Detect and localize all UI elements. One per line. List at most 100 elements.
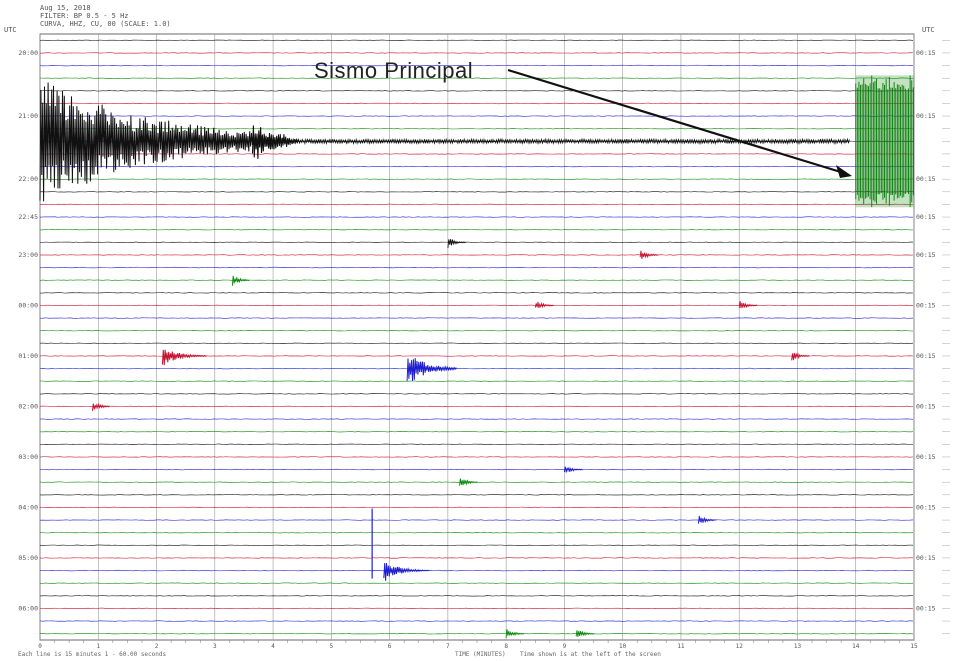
trace-line <box>39 620 914 622</box>
trace-line <box>39 380 914 382</box>
right-time-label: 00:15 <box>916 49 936 57</box>
seismic-event <box>639 250 659 259</box>
x-tick-label: 14 <box>852 643 860 650</box>
right-time-label: 00:15 <box>916 503 936 511</box>
trace-line <box>39 279 914 281</box>
trace-line <box>40 178 914 180</box>
header-station: CURVA, HHZ, CU, 00 (SCALE: 1.0) <box>40 20 171 28</box>
right-time-label: 00:15 <box>916 453 936 461</box>
plot-frame <box>39 33 915 641</box>
right-time-label: 00:15 <box>916 251 936 259</box>
trace-line <box>39 39 914 41</box>
annotation-label: Sismo Principal <box>314 58 474 83</box>
right-time-label: 00:15 <box>916 352 936 360</box>
trace-line <box>40 254 914 256</box>
trace-line <box>39 330 914 332</box>
trace-line <box>39 569 914 572</box>
trace-line <box>39 405 914 408</box>
seismic-event <box>563 466 583 473</box>
trace-line <box>39 266 914 269</box>
trace-line <box>39 216 914 218</box>
trace-line <box>39 90 914 92</box>
seismic-event <box>39 82 291 202</box>
left-time-label: 23:00 <box>18 251 38 259</box>
left-time-label: 00:00 <box>18 301 38 309</box>
right-axis-title: UTC <box>922 26 935 34</box>
x-tick-label: 13 <box>794 643 802 650</box>
left-time-label: 01:00 <box>18 352 38 360</box>
left-time-label: 04:00 <box>18 503 38 511</box>
left-time-label: 20:00 <box>18 49 38 57</box>
trace-line <box>39 304 914 307</box>
seismic-event <box>161 349 207 366</box>
x-tick-label: 0 <box>38 643 42 650</box>
seismic-event <box>697 515 717 524</box>
seismic-event <box>459 478 478 486</box>
left-time-label: 02:00 <box>18 402 38 410</box>
footer-right-text: Time shown is at the left of the screen <box>520 651 661 658</box>
trace-line <box>39 633 914 635</box>
trace-line <box>39 64 913 67</box>
trace-line <box>39 102 914 105</box>
trace-line <box>39 431 914 433</box>
seismic-event <box>447 239 467 249</box>
trace-line <box>39 519 914 521</box>
left-time-label: 22:00 <box>18 175 38 183</box>
trace-line <box>39 165 914 168</box>
x-tick-label: 1 <box>96 643 100 650</box>
footer-left-text: Each line is 15 minutes 1 - 60.00 second… <box>18 651 167 658</box>
x-tick-label: 12 <box>736 643 744 650</box>
x-tick-label: 7 <box>446 643 450 650</box>
x-tick-label: 3 <box>213 643 217 650</box>
trace-line <box>39 342 914 344</box>
x-tick-label: 5 <box>330 643 334 650</box>
left-time-label: 06:00 <box>18 604 38 612</box>
trace-line <box>39 393 914 395</box>
trace-line <box>39 292 914 294</box>
trace-line <box>39 443 914 445</box>
trace-line <box>39 203 913 206</box>
annotation-arrow-head <box>836 165 852 178</box>
trace-line <box>39 468 914 471</box>
trace-line <box>39 128 914 130</box>
trace-line <box>39 456 914 458</box>
header-filter: FILTER: BP 0.5 - 5 Hz <box>40 12 129 20</box>
right-time-label: 00:15 <box>916 175 936 183</box>
seismic-event <box>406 358 457 381</box>
seismic-event <box>505 629 525 638</box>
footer-center-text: TIME (MINUTES) <box>455 651 506 658</box>
left-time-label: 05:00 <box>18 554 38 562</box>
x-tick-label: 15 <box>910 643 918 650</box>
x-tick-label: 11 <box>677 643 685 650</box>
x-tick-label: 2 <box>155 643 159 650</box>
x-tick-label: 10 <box>619 643 627 650</box>
trace-line <box>39 557 914 559</box>
trace-line <box>39 544 914 546</box>
seismic-event <box>231 275 250 286</box>
header-block: Aug 15, 2018 FILTER: BP 0.5 - 5 Hz CURVA… <box>40 4 171 28</box>
seismic-event <box>290 137 850 146</box>
trace-line <box>39 77 914 79</box>
trace-line <box>39 506 914 509</box>
trace-line <box>39 317 914 319</box>
annotation-arrow-shaft <box>507 68 845 175</box>
trace-line <box>39 595 914 597</box>
left-time-label: 03:00 <box>18 453 38 461</box>
right-time-label: 00:15 <box>916 604 936 612</box>
trace-line <box>39 241 914 243</box>
header-date: Aug 15, 2018 <box>40 4 91 12</box>
seismic-event <box>91 403 110 411</box>
x-tick-label: 6 <box>388 643 392 650</box>
right-time-label: 00:15 <box>916 112 936 120</box>
seismic-event <box>575 630 595 637</box>
trace-line <box>39 229 914 231</box>
right-time-label: 00:15 <box>916 554 936 562</box>
x-tick-label: 8 <box>504 643 508 650</box>
trace-line <box>39 532 914 534</box>
trace-line <box>39 494 914 496</box>
right-time-label: 00:15 <box>916 301 936 309</box>
trace-line <box>40 52 914 54</box>
trace-line <box>39 418 914 420</box>
